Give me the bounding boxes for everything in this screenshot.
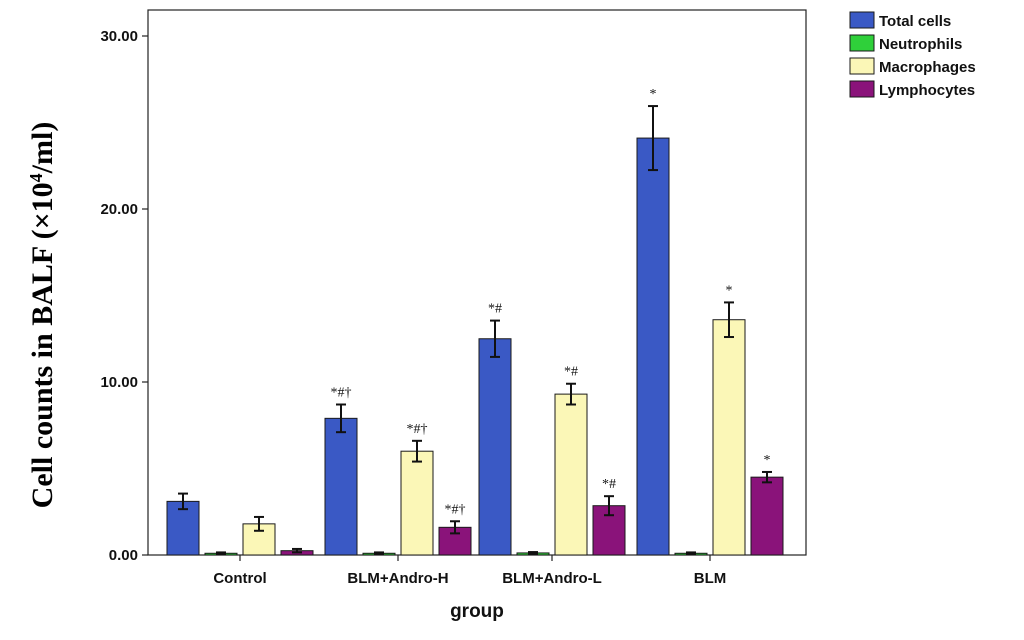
significance-label: *# <box>602 477 616 492</box>
bar <box>712 319 746 556</box>
chart-marks: *#† *# * *#† *# * *#† *# * <box>166 87 784 556</box>
y-tick-label: 10.00 <box>100 374 138 391</box>
axes: 0.00 10.00 20.00 30.00 Control BLM+Andro-H BLM… <box>100 28 726 587</box>
y-tick-label: 0.00 <box>109 547 138 564</box>
significance-label: *# <box>488 302 502 317</box>
legend-swatch <box>849 57 875 75</box>
x-tick-label: BLM+Andro-L <box>502 570 602 587</box>
bar <box>400 450 434 556</box>
significance-label: * <box>650 87 657 102</box>
bar <box>750 476 784 556</box>
legend-label: Lymphocytes <box>879 82 975 99</box>
plot-frame <box>147 9 807 556</box>
x-axis-label: group <box>450 601 504 622</box>
significance-label: *#† <box>331 385 352 400</box>
bar <box>636 137 670 556</box>
bar <box>324 417 358 556</box>
y-tick-label: 30.00 <box>100 28 138 45</box>
bar <box>166 500 200 556</box>
legend-label: Neutrophils <box>879 36 962 53</box>
bar <box>554 393 588 556</box>
legend-label: Total cells <box>879 13 951 30</box>
significance-label: *#† <box>407 422 428 437</box>
significance-label: * <box>726 283 733 298</box>
y-axis-label: Cell counts in BALF (×104/ml) <box>26 122 59 509</box>
significance-label: *# <box>564 365 578 380</box>
significance-label: *#† <box>445 502 466 517</box>
significance-label: * <box>764 453 771 468</box>
legend-swatch <box>849 80 875 98</box>
plot-area <box>147 9 807 556</box>
y-tick-label: 20.00 <box>100 201 138 218</box>
legend: Total cells Neutrophils Macrophages Lymphoc… <box>849 11 976 99</box>
x-tick-label: Control <box>213 570 266 587</box>
legend-swatch <box>849 11 875 29</box>
x-tick-label: BLM+Andro-H <box>347 570 448 587</box>
bar <box>478 338 512 556</box>
legend-swatch <box>849 34 875 52</box>
legend-label: Macrophages <box>879 59 976 76</box>
x-tick-label: BLM <box>694 570 727 587</box>
